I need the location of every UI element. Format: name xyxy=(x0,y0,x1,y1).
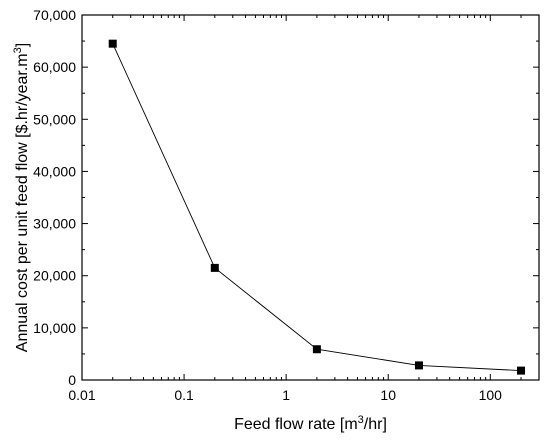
x-tick-label: 100 xyxy=(479,387,503,403)
y-tick-label: 40,000 xyxy=(33,163,76,179)
y-tick-label: 20,000 xyxy=(33,268,76,284)
y-tick-label: 50,000 xyxy=(33,111,76,127)
y-tick-label: 60,000 xyxy=(33,59,76,75)
x-tick-label: 10 xyxy=(380,387,396,403)
y-axis-title: Annual cost per unit feed flow [$.hr/yea… xyxy=(12,43,31,352)
series-line xyxy=(112,43,522,372)
plot-frame xyxy=(81,14,540,381)
data-point xyxy=(517,366,526,375)
series-markers xyxy=(108,39,526,375)
data-point xyxy=(414,361,423,370)
y-tick-label: 0 xyxy=(68,372,76,388)
y-tick-label: 30,000 xyxy=(33,216,76,232)
series-line-group xyxy=(112,43,522,372)
x-tick-label: 1 xyxy=(282,387,290,403)
y-tick-label: 70,000 xyxy=(33,7,76,23)
data-point xyxy=(108,39,117,48)
x-tick-label: 0.1 xyxy=(174,387,194,403)
x-tick-label: 0.01 xyxy=(68,387,95,403)
x-axis-title: Feed flow rate [m3/hr] xyxy=(234,414,387,433)
y-tick-label: 10,000 xyxy=(33,320,76,336)
axes: 0 10,000 20,000 30,000 40,000 50,000 60,000 70,… xyxy=(33,7,540,403)
data-point xyxy=(312,345,321,354)
data-point xyxy=(210,263,219,272)
